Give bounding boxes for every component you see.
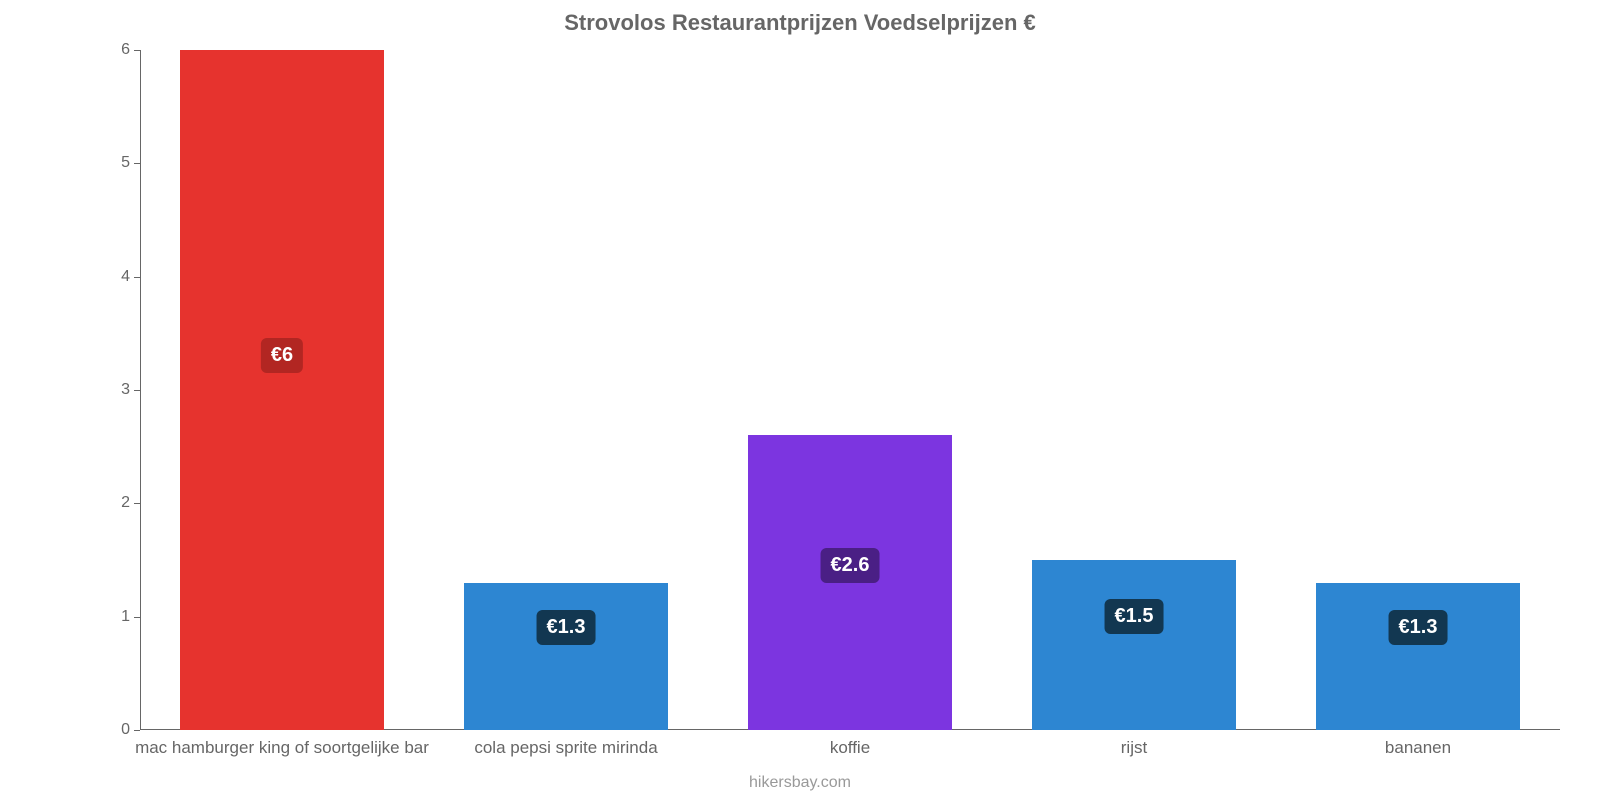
- y-tick-label: 1: [121, 608, 140, 626]
- y-tick-label: 3: [121, 381, 140, 399]
- y-tick-label: 6: [121, 41, 140, 59]
- plot-area: 0123456€6mac hamburger king of soortgeli…: [140, 50, 1560, 730]
- x-tick-label: rijst: [1121, 730, 1147, 758]
- bar: €2.6: [748, 435, 952, 730]
- x-tick-label: bananen: [1385, 730, 1451, 758]
- y-tick-label: 5: [121, 154, 140, 172]
- bar: €1.3: [464, 583, 668, 730]
- bar: €6: [180, 50, 384, 730]
- bar-value-label: €6: [261, 338, 303, 373]
- x-tick-label: mac hamburger king of soortgelijke bar: [135, 730, 429, 758]
- bar-value-label: €1.5: [1105, 599, 1164, 634]
- bar: €1.5: [1032, 560, 1236, 730]
- bar-value-label: €1.3: [1389, 610, 1448, 645]
- bar: €1.3: [1316, 583, 1520, 730]
- bar-value-label: €1.3: [537, 610, 596, 645]
- y-tick-label: 2: [121, 494, 140, 512]
- x-tick-label: koffie: [830, 730, 870, 758]
- y-tick-label: 4: [121, 268, 140, 286]
- x-tick-label: cola pepsi sprite mirinda: [474, 730, 657, 758]
- y-axis: [140, 50, 141, 730]
- chart-title: Strovolos Restaurantprijzen Voedselprijz…: [0, 10, 1600, 36]
- attribution-text: hikersbay.com: [0, 774, 1600, 792]
- bar-value-label: €2.6: [821, 548, 880, 583]
